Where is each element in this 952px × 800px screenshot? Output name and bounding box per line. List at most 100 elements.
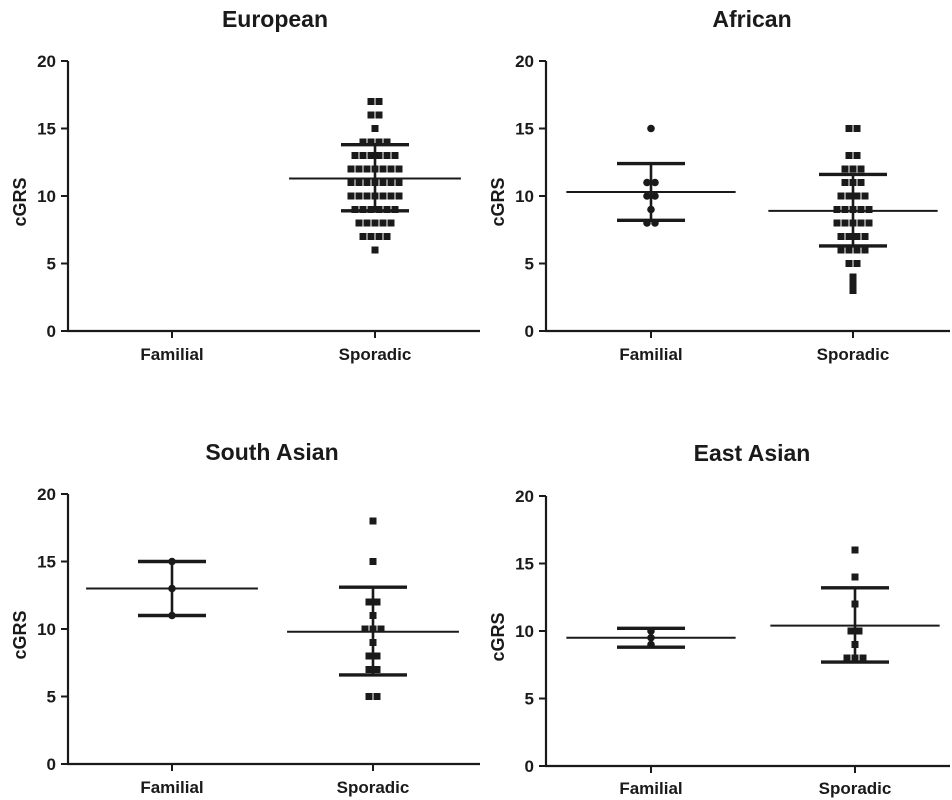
data-point: [363, 165, 371, 173]
data-point: [373, 693, 381, 700]
x-category-label: Sporadic: [819, 779, 892, 798]
x-category-label: Sporadic: [339, 345, 412, 364]
data-point: [355, 179, 363, 186]
data-point: [849, 287, 857, 294]
data-point: [837, 233, 845, 240]
chart-panel-2: African cGRS 0 5 10 15 20 Familial Sporadic: [488, 6, 950, 364]
data-point: [395, 179, 403, 186]
y-tick-label: 0: [47, 322, 56, 341]
data-point: [851, 573, 859, 581]
chart-title: European: [222, 6, 328, 32]
data-point: [833, 206, 841, 213]
x-category-label: Familial: [619, 779, 682, 798]
data-point: [377, 625, 385, 633]
data-point: [355, 165, 363, 173]
y-tick-label: 20: [515, 52, 534, 71]
data-point: [363, 179, 371, 186]
data-point: [395, 165, 403, 173]
data-point: [371, 219, 379, 227]
data-point: [367, 138, 375, 146]
chart-panel-4: East Asian cGRS 0 5 10 15 20 Familial Sporadic: [488, 440, 950, 798]
data-point: [367, 111, 375, 119]
data-point: [375, 138, 383, 146]
data-point: [371, 246, 379, 254]
chart-panel-3: South Asian cGRS 0 5 10 15 20 Familial Sporadic: [10, 439, 480, 797]
y-axis-label: cGRS: [10, 177, 30, 226]
data-point: [855, 627, 863, 635]
data-point: [857, 219, 865, 227]
data-point: [383, 138, 391, 146]
data-point: [841, 206, 849, 213]
data-point: [851, 546, 859, 554]
chart-title: East Asian: [694, 440, 811, 466]
data-point: [853, 192, 861, 200]
data-point: [841, 165, 849, 173]
data-point: [643, 178, 651, 187]
data-point: [853, 233, 861, 240]
y-tick-label: 5: [525, 690, 534, 709]
data-point: [359, 138, 367, 146]
data-point: [367, 152, 375, 159]
data-point: [387, 192, 395, 200]
y-tick-label: 15: [37, 553, 56, 572]
y-tick-label: 15: [37, 120, 56, 139]
data-point: [853, 152, 861, 159]
y-tick-label: 10: [37, 620, 56, 639]
data-point: [375, 233, 383, 240]
y-tick-label: 10: [515, 187, 534, 206]
data-point: [363, 192, 371, 200]
data-point: [387, 165, 395, 173]
data-point: [379, 165, 387, 173]
data-point: [379, 219, 387, 227]
data-point: [375, 111, 383, 119]
data-point: [849, 273, 857, 281]
data-point: [861, 246, 869, 254]
data-point: [379, 192, 387, 200]
data-point: [347, 179, 355, 186]
x-category-label: Sporadic: [337, 778, 410, 797]
data-point: [857, 165, 865, 173]
y-tick-label: 5: [47, 255, 56, 274]
y-tick-label: 20: [37, 52, 56, 71]
data-point: [373, 666, 381, 673]
data-point: [359, 152, 367, 159]
data-point: [853, 246, 861, 254]
data-point: [647, 124, 655, 133]
data-point: [837, 246, 845, 254]
data-point: [837, 192, 845, 200]
x-category-label: Familial: [140, 778, 203, 797]
data-point: [861, 192, 869, 200]
data-point: [351, 152, 359, 159]
chart-title: South Asian: [205, 439, 338, 465]
y-tick-label: 0: [525, 322, 534, 341]
data-point: [651, 178, 659, 187]
data-point: [845, 233, 853, 240]
data-point: [651, 192, 659, 200]
data-point: [395, 192, 403, 200]
y-tick-label: 10: [515, 622, 534, 641]
y-axis-label: cGRS: [10, 610, 30, 659]
data-point: [845, 125, 853, 132]
data-point: [365, 652, 373, 660]
data-point: [387, 179, 395, 186]
data-point: [383, 233, 391, 240]
y-tick-label: 15: [515, 555, 534, 574]
y-axis-label: cGRS: [488, 177, 508, 226]
data-point: [841, 179, 849, 186]
data-point: [355, 192, 363, 200]
data-point: [845, 152, 853, 159]
data-point: [379, 179, 387, 186]
data-point: [387, 219, 395, 227]
data-point: [859, 654, 867, 662]
data-point: [383, 152, 391, 159]
data-point: [373, 598, 381, 606]
data-point: [861, 233, 869, 240]
chart-title: African: [712, 6, 791, 32]
chart-panel-1: European cGRS 0 5 10 15 20 Familial Sporadic: [10, 6, 480, 364]
data-point: [853, 125, 861, 132]
data-point: [833, 219, 841, 227]
data-point: [849, 280, 857, 288]
data-point: [365, 666, 373, 673]
x-category-label: Familial: [619, 345, 682, 364]
